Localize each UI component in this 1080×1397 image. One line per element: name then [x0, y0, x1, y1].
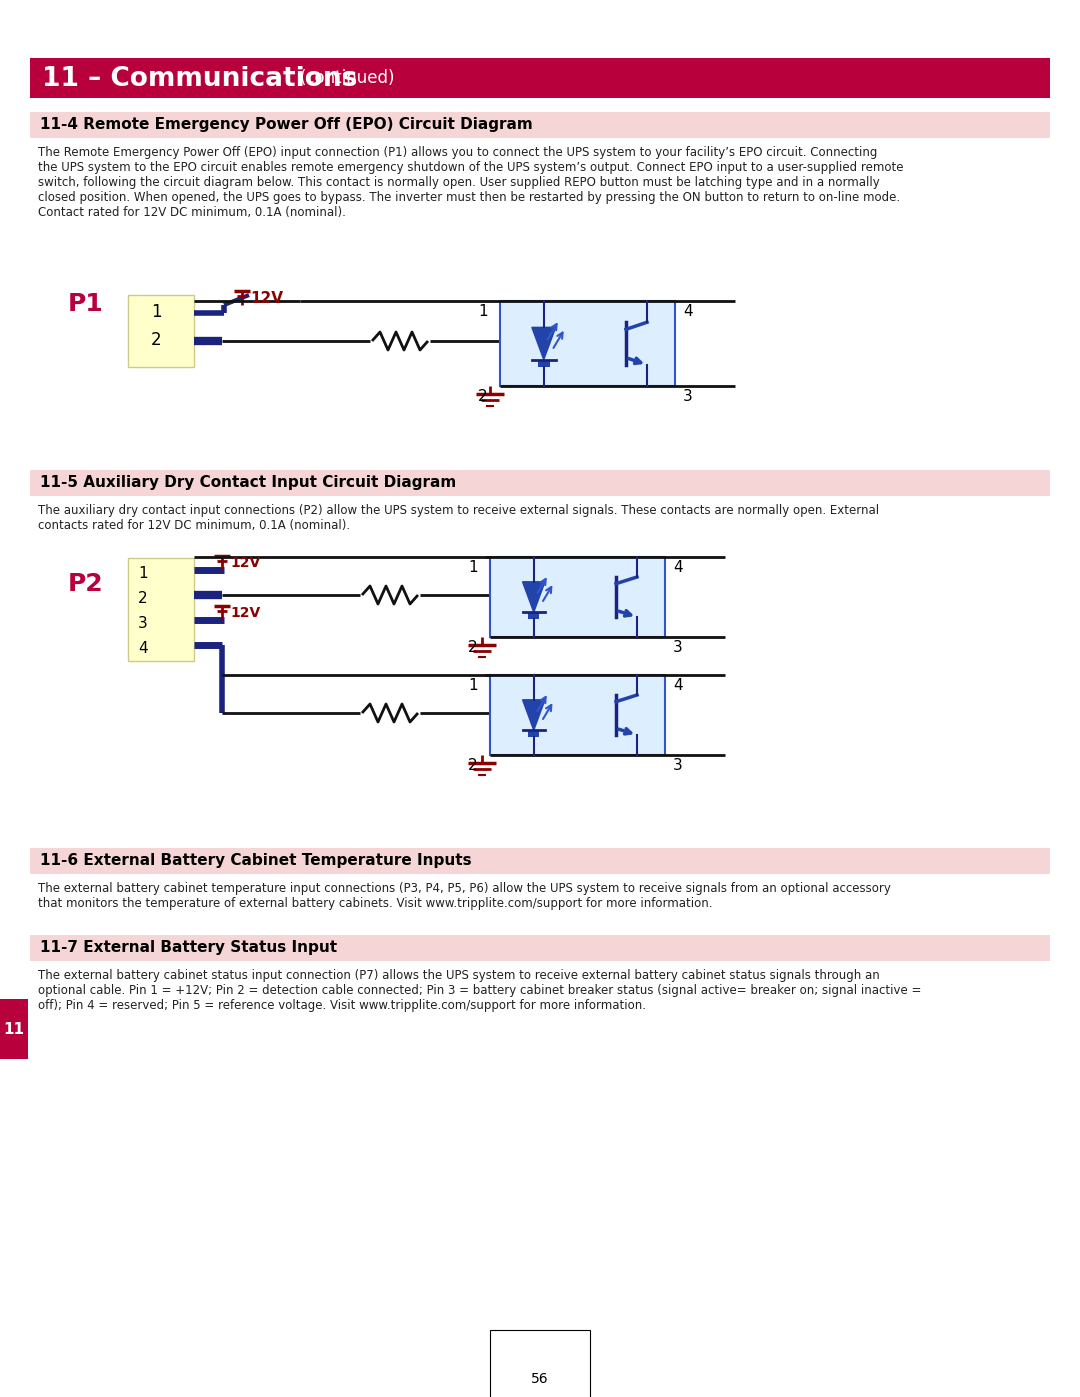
- Text: 4: 4: [673, 678, 683, 693]
- Bar: [30, 112, 1050, 138]
- Text: 11-6 External Battery Cabinet Temperature Inputs: 11-6 External Battery Cabinet Temperatur…: [40, 854, 472, 868]
- Text: 4: 4: [683, 305, 692, 319]
- Text: 1: 1: [151, 303, 161, 321]
- Text: 2: 2: [478, 388, 488, 404]
- Text: 11-7 External Battery Status Input: 11-7 External Battery Status Input: [40, 940, 337, 956]
- Text: The Remote Emergency Power Off (EPO) input connection (P1) allows you to connect: The Remote Emergency Power Off (EPO) inp…: [38, 147, 904, 219]
- Polygon shape: [523, 581, 545, 612]
- Text: 56: 56: [531, 1372, 549, 1386]
- Text: 1: 1: [138, 566, 148, 581]
- Text: 11 – Communications: 11 – Communications: [42, 66, 357, 92]
- Text: 2: 2: [138, 591, 148, 606]
- Bar: [30, 935, 1050, 961]
- Bar: [0, 999, 28, 1059]
- Text: 12V: 12V: [249, 291, 283, 306]
- Text: 4: 4: [138, 641, 148, 657]
- Text: 12V: 12V: [230, 556, 260, 570]
- Bar: [500, 300, 675, 386]
- Bar: [538, 360, 550, 367]
- Text: 3: 3: [138, 616, 148, 631]
- Text: The external battery cabinet temperature input connections (P3, P4, P5, P6) allo: The external battery cabinet temperature…: [38, 882, 891, 909]
- Text: 1: 1: [468, 678, 477, 693]
- Bar: [129, 295, 194, 367]
- Text: 3: 3: [683, 388, 692, 404]
- Bar: [528, 613, 539, 619]
- Text: 1: 1: [478, 305, 488, 319]
- Text: 2: 2: [468, 640, 477, 655]
- Bar: [490, 557, 665, 637]
- Bar: [129, 557, 194, 661]
- Text: 2: 2: [151, 331, 161, 349]
- Text: P2: P2: [68, 571, 104, 597]
- Text: 3: 3: [673, 640, 683, 655]
- Bar: [490, 675, 665, 754]
- Text: 11-5 Auxiliary Dry Contact Input Circuit Diagram: 11-5 Auxiliary Dry Contact Input Circuit…: [40, 475, 456, 490]
- Polygon shape: [523, 700, 545, 731]
- Text: 4: 4: [673, 560, 683, 576]
- Text: 11-4 Remote Emergency Power Off (EPO) Circuit Diagram: 11-4 Remote Emergency Power Off (EPO) Ci…: [40, 117, 532, 131]
- Text: 12V: 12V: [230, 606, 260, 620]
- Text: 3: 3: [673, 759, 683, 773]
- Bar: [30, 469, 1050, 496]
- Text: 1: 1: [468, 560, 477, 576]
- Text: 2: 2: [468, 759, 477, 773]
- Polygon shape: [531, 327, 555, 359]
- Text: P1: P1: [68, 292, 104, 316]
- Bar: [528, 732, 539, 736]
- Text: The auxiliary dry contact input connections (P2) allow the UPS system to receive: The auxiliary dry contact input connecti…: [38, 504, 879, 532]
- Bar: [30, 59, 1050, 98]
- Bar: [30, 848, 1050, 875]
- Text: The external battery cabinet status input connection (P7) allows the UPS system : The external battery cabinet status inpu…: [38, 970, 921, 1011]
- Text: (continued): (continued): [300, 68, 395, 87]
- Text: 11: 11: [3, 1021, 25, 1037]
